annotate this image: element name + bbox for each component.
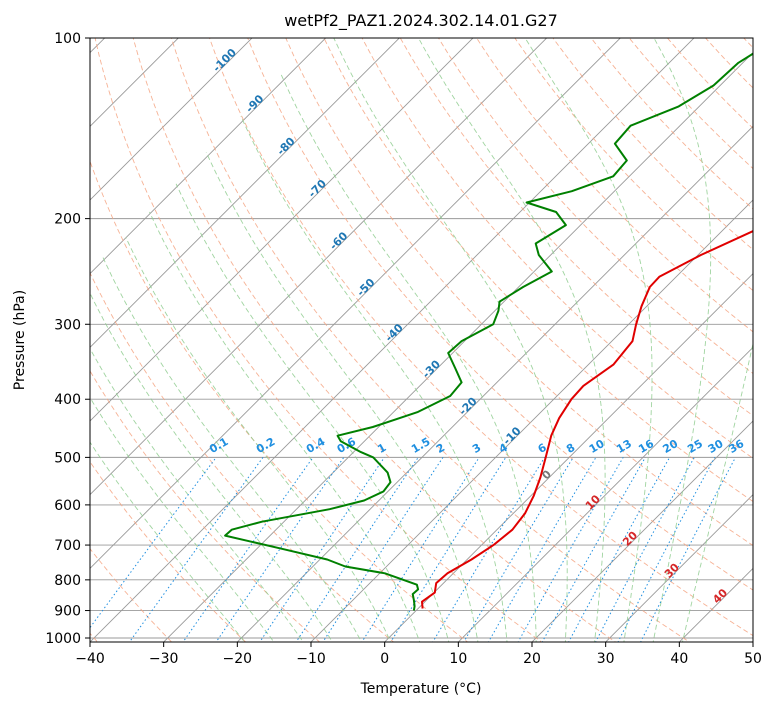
y-tick-label: 400 — [54, 392, 81, 408]
dry-adiabat-line — [90, 271, 395, 642]
isotherm-line — [457, 346, 753, 642]
isotherm-line — [531, 420, 753, 642]
mixing-ratio-line — [463, 457, 574, 642]
y-tick-label: 100 — [54, 31, 81, 47]
mixing-ratio-line — [259, 457, 385, 642]
mixing-ratio-line — [640, 457, 736, 642]
y-tick-label: 300 — [54, 317, 81, 333]
moist-adiabat-line — [149, 211, 421, 642]
isotherm-line — [384, 273, 753, 642]
dry-adiabat-line — [514, 38, 753, 292]
isotherm-line — [90, 38, 621, 569]
dry-adiabat-line — [90, 461, 247, 642]
dry-adiabat-line — [132, 38, 617, 642]
isotherm-line — [90, 38, 548, 496]
moist-adiabat-line — [175, 183, 450, 642]
x-tick-label: 20 — [523, 651, 541, 667]
moist-adiabat-line — [90, 347, 304, 642]
y-tick-label: 800 — [54, 573, 81, 589]
dry-adiabat-line — [437, 38, 753, 375]
axis-ticks: −40 −30 −20 −10 0 10 20 30 40 50 100 200 300 400 500 60… — [45, 31, 762, 667]
isotherm-line — [90, 38, 327, 275]
moist-adiabat-line — [125, 237, 392, 642]
y-tick-label: 500 — [54, 450, 81, 466]
dry-adiabat-line — [323, 38, 753, 503]
temperature-profile-line — [421, 230, 753, 609]
moist-adiabat-line — [524, 38, 653, 642]
plot-area: 0.1 0.2 0.4 0.6 1 1.5 2 3 4 6 8 10 13 16 20 25 30 36-100-… — [90, 38, 753, 642]
mixing-ratio-line — [487, 457, 597, 642]
moist-adiabat-line — [240, 116, 508, 642]
mixing-ratio-line — [541, 457, 646, 642]
dry-adiabat-line — [399, 38, 753, 417]
y-axis-label: Pressure (hPa) — [12, 290, 28, 390]
plot-frame — [89, 37, 754, 643]
moist-adiabat-line — [280, 74, 537, 642]
moist-adiabat-line — [205, 152, 479, 642]
x-tick-label: −40 — [75, 651, 105, 667]
isotherm-line — [605, 494, 753, 642]
moist-adiabat-line — [682, 341, 753, 642]
mixing-ratio-line — [595, 457, 695, 642]
x-tick-label: 30 — [597, 651, 615, 667]
dry-adiabat-line — [628, 38, 753, 170]
isotherm-line — [90, 38, 695, 642]
mixing-ratio-line — [617, 457, 716, 642]
moist-adiabat-line — [333, 38, 568, 642]
moist-adiabat-line — [90, 396, 275, 642]
mixing-ratio-line — [517, 457, 624, 642]
dry-adiabat-line — [285, 38, 753, 546]
x-axis-label: Temperature (°C) — [360, 681, 482, 697]
x-tick-label: 0 — [380, 651, 389, 667]
x-tick-label: 40 — [670, 651, 688, 667]
isotherm-line — [90, 38, 474, 422]
isotherm-line — [310, 199, 753, 642]
mixing-ratio-line — [90, 457, 217, 629]
x-tick-label: 50 — [744, 651, 762, 667]
dewpoint-profile-line — [224, 52, 753, 611]
moist-adiabat-line — [101, 254, 363, 642]
x-tick-label: −30 — [149, 651, 179, 667]
y-tick-label: 700 — [54, 538, 81, 554]
mixing-ratio-line — [295, 457, 419, 642]
moist-adiabat-line — [417, 38, 606, 642]
x-tick-label: 10 — [449, 651, 467, 667]
dry-adiabat-line — [94, 38, 543, 642]
y-tick-label: 900 — [54, 604, 81, 620]
y-tick-label: 200 — [54, 212, 81, 228]
mixing-ratio-line — [128, 457, 264, 642]
chart-title: wetPf2_PAZ1.2024.302.14.01.G27 — [284, 11, 558, 31]
mixing-ratio-line — [361, 457, 480, 642]
moist-adiabat-line — [90, 441, 246, 642]
isotherm-line — [90, 38, 253, 201]
moist-adiabat-line — [652, 38, 712, 642]
moist-adiabat-line — [90, 292, 333, 642]
isotherm-line — [236, 125, 753, 642]
x-tick-label: −20 — [223, 651, 253, 667]
mixing-ratio-line — [568, 457, 671, 642]
dry-adiabat-line — [247, 38, 753, 591]
mixing-ratio-line — [322, 457, 444, 642]
y-tick-label: 600 — [54, 498, 81, 514]
x-tick-label: −10 — [296, 651, 326, 667]
y-tick-label: 1000 — [45, 631, 81, 647]
